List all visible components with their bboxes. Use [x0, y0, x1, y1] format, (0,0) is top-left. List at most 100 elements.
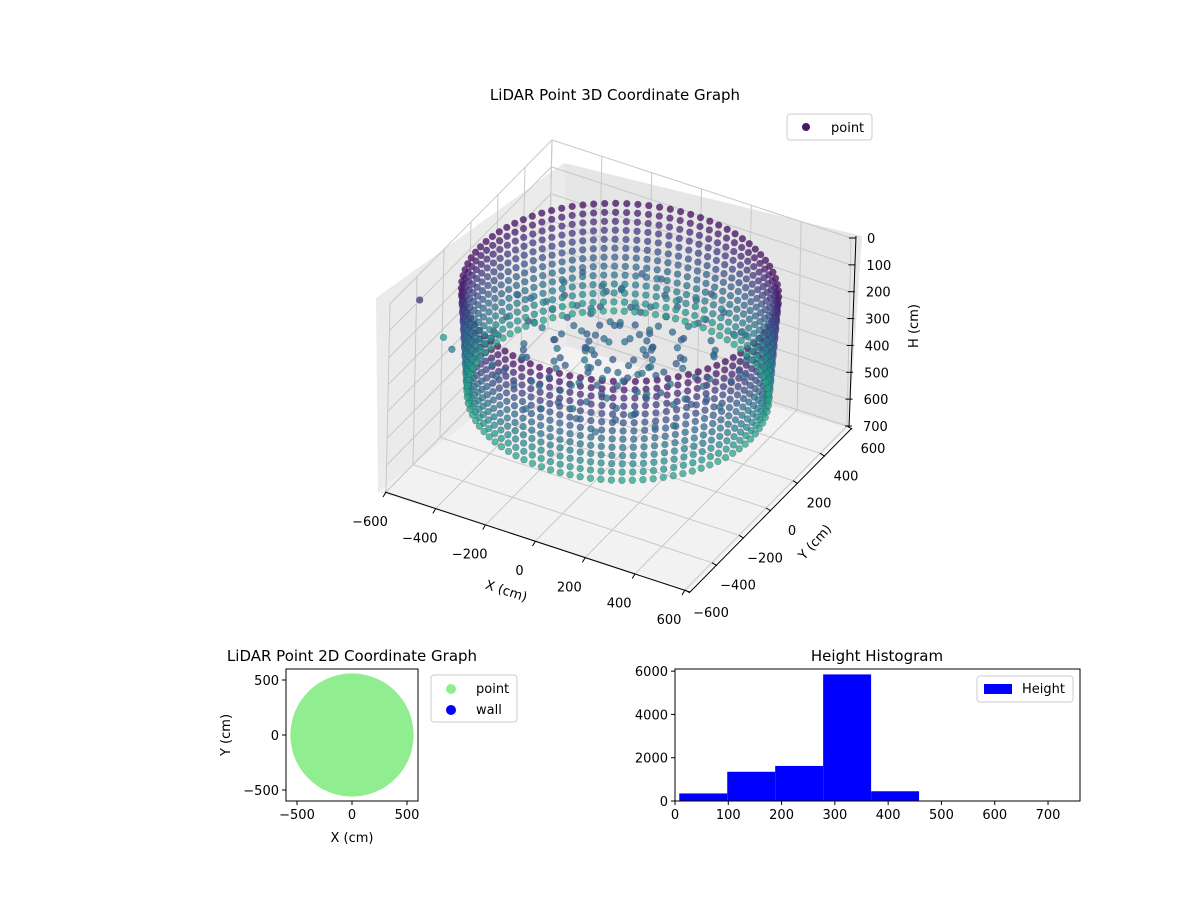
data-point: [570, 321, 578, 330]
data-point: [468, 411, 477, 419]
data-point: [730, 247, 738, 256]
data-point: [651, 310, 660, 319]
data-point: [695, 231, 704, 240]
data-point: [528, 212, 536, 220]
data-point: [683, 273, 692, 281]
data-point: [679, 469, 687, 478]
data-point: [546, 441, 554, 449]
data-point: [702, 279, 710, 288]
data-point: [576, 448, 584, 456]
data-point: [497, 290, 506, 298]
data-point: [490, 277, 498, 285]
data-point: [618, 468, 626, 476]
data-point: [547, 215, 556, 224]
data-point: [481, 348, 489, 356]
data-point: [731, 230, 739, 238]
data-point: [631, 308, 639, 316]
data-point: [611, 226, 619, 234]
data-point: [682, 290, 691, 299]
data-point: [742, 350, 751, 358]
data-point: [652, 401, 660, 409]
data-point: [512, 443, 520, 452]
data-point: [553, 344, 561, 353]
data-point: [741, 440, 749, 448]
data-point: [536, 372, 544, 380]
data-point: [572, 414, 580, 423]
data-point: [518, 381, 526, 389]
data-point: [529, 248, 537, 256]
data-point: [497, 272, 505, 280]
data-point: [622, 244, 630, 253]
data-point: [725, 309, 733, 317]
data-point: [655, 203, 664, 211]
data-point: [654, 322, 663, 330]
data-point: [511, 228, 519, 236]
data-point: [513, 290, 521, 299]
data-point: [730, 340, 738, 349]
data-point: [710, 353, 718, 361]
chart-2d-title: LiDAR Point 2D Coordinate Graph: [227, 647, 477, 665]
data-point: [548, 233, 556, 242]
data-point: [761, 256, 770, 264]
data-point: [494, 359, 502, 367]
data-point: [473, 274, 481, 283]
data-point: [715, 441, 723, 449]
data-point: [663, 399, 671, 407]
data-point: [693, 392, 701, 401]
data-point: [761, 378, 770, 386]
data-point: [576, 423, 584, 431]
data-point: [600, 262, 608, 270]
data-point: [589, 298, 597, 307]
data-point: [558, 302, 567, 311]
data-point: [740, 372, 748, 381]
data-point: [707, 337, 715, 345]
data-point: [640, 451, 648, 459]
data-point: [489, 250, 497, 258]
data-point: [756, 259, 764, 268]
data-point: [699, 431, 708, 439]
data-point: [664, 259, 672, 267]
data-point: [723, 225, 731, 234]
data-point: [650, 442, 659, 450]
data-point: [599, 298, 608, 306]
data-point: [537, 454, 545, 463]
data-point: [483, 391, 492, 399]
data-point: [639, 467, 647, 476]
z-tick-label: 100: [866, 259, 891, 274]
data-point: [576, 407, 585, 415]
data-point: [750, 262, 758, 271]
data-point: [621, 271, 629, 279]
data-point: [642, 291, 650, 299]
data-point: [576, 431, 584, 440]
data-point: [585, 337, 593, 345]
data-point: [706, 217, 714, 225]
data-point: [611, 416, 620, 424]
x-tick: [532, 540, 536, 547]
data-point: [505, 285, 513, 294]
data-point: [714, 449, 723, 457]
data-point: [760, 274, 768, 282]
data-point: [568, 247, 576, 255]
data-point: [484, 407, 492, 416]
data-point: [681, 428, 689, 436]
data-point: [726, 292, 735, 300]
data-point: [622, 235, 630, 244]
data-point: [663, 285, 671, 294]
x-tick-label-hist: 700: [1036, 808, 1061, 823]
data-point: [538, 209, 546, 217]
data-point: [568, 220, 576, 229]
data-point: [599, 307, 607, 315]
data-point: [713, 361, 721, 370]
data-point: [618, 452, 627, 460]
data-point: [627, 411, 635, 420]
data-point: [633, 209, 642, 218]
data-point: [610, 280, 618, 288]
data-point: [566, 471, 574, 479]
data-point: [750, 320, 759, 329]
data-point: [743, 257, 752, 265]
data-point: [503, 422, 512, 430]
data-point: [526, 360, 534, 368]
data-point: [568, 301, 576, 309]
ticks-2d: −500 0 500 500 0 −500: [243, 674, 419, 823]
data-point: [632, 254, 640, 262]
